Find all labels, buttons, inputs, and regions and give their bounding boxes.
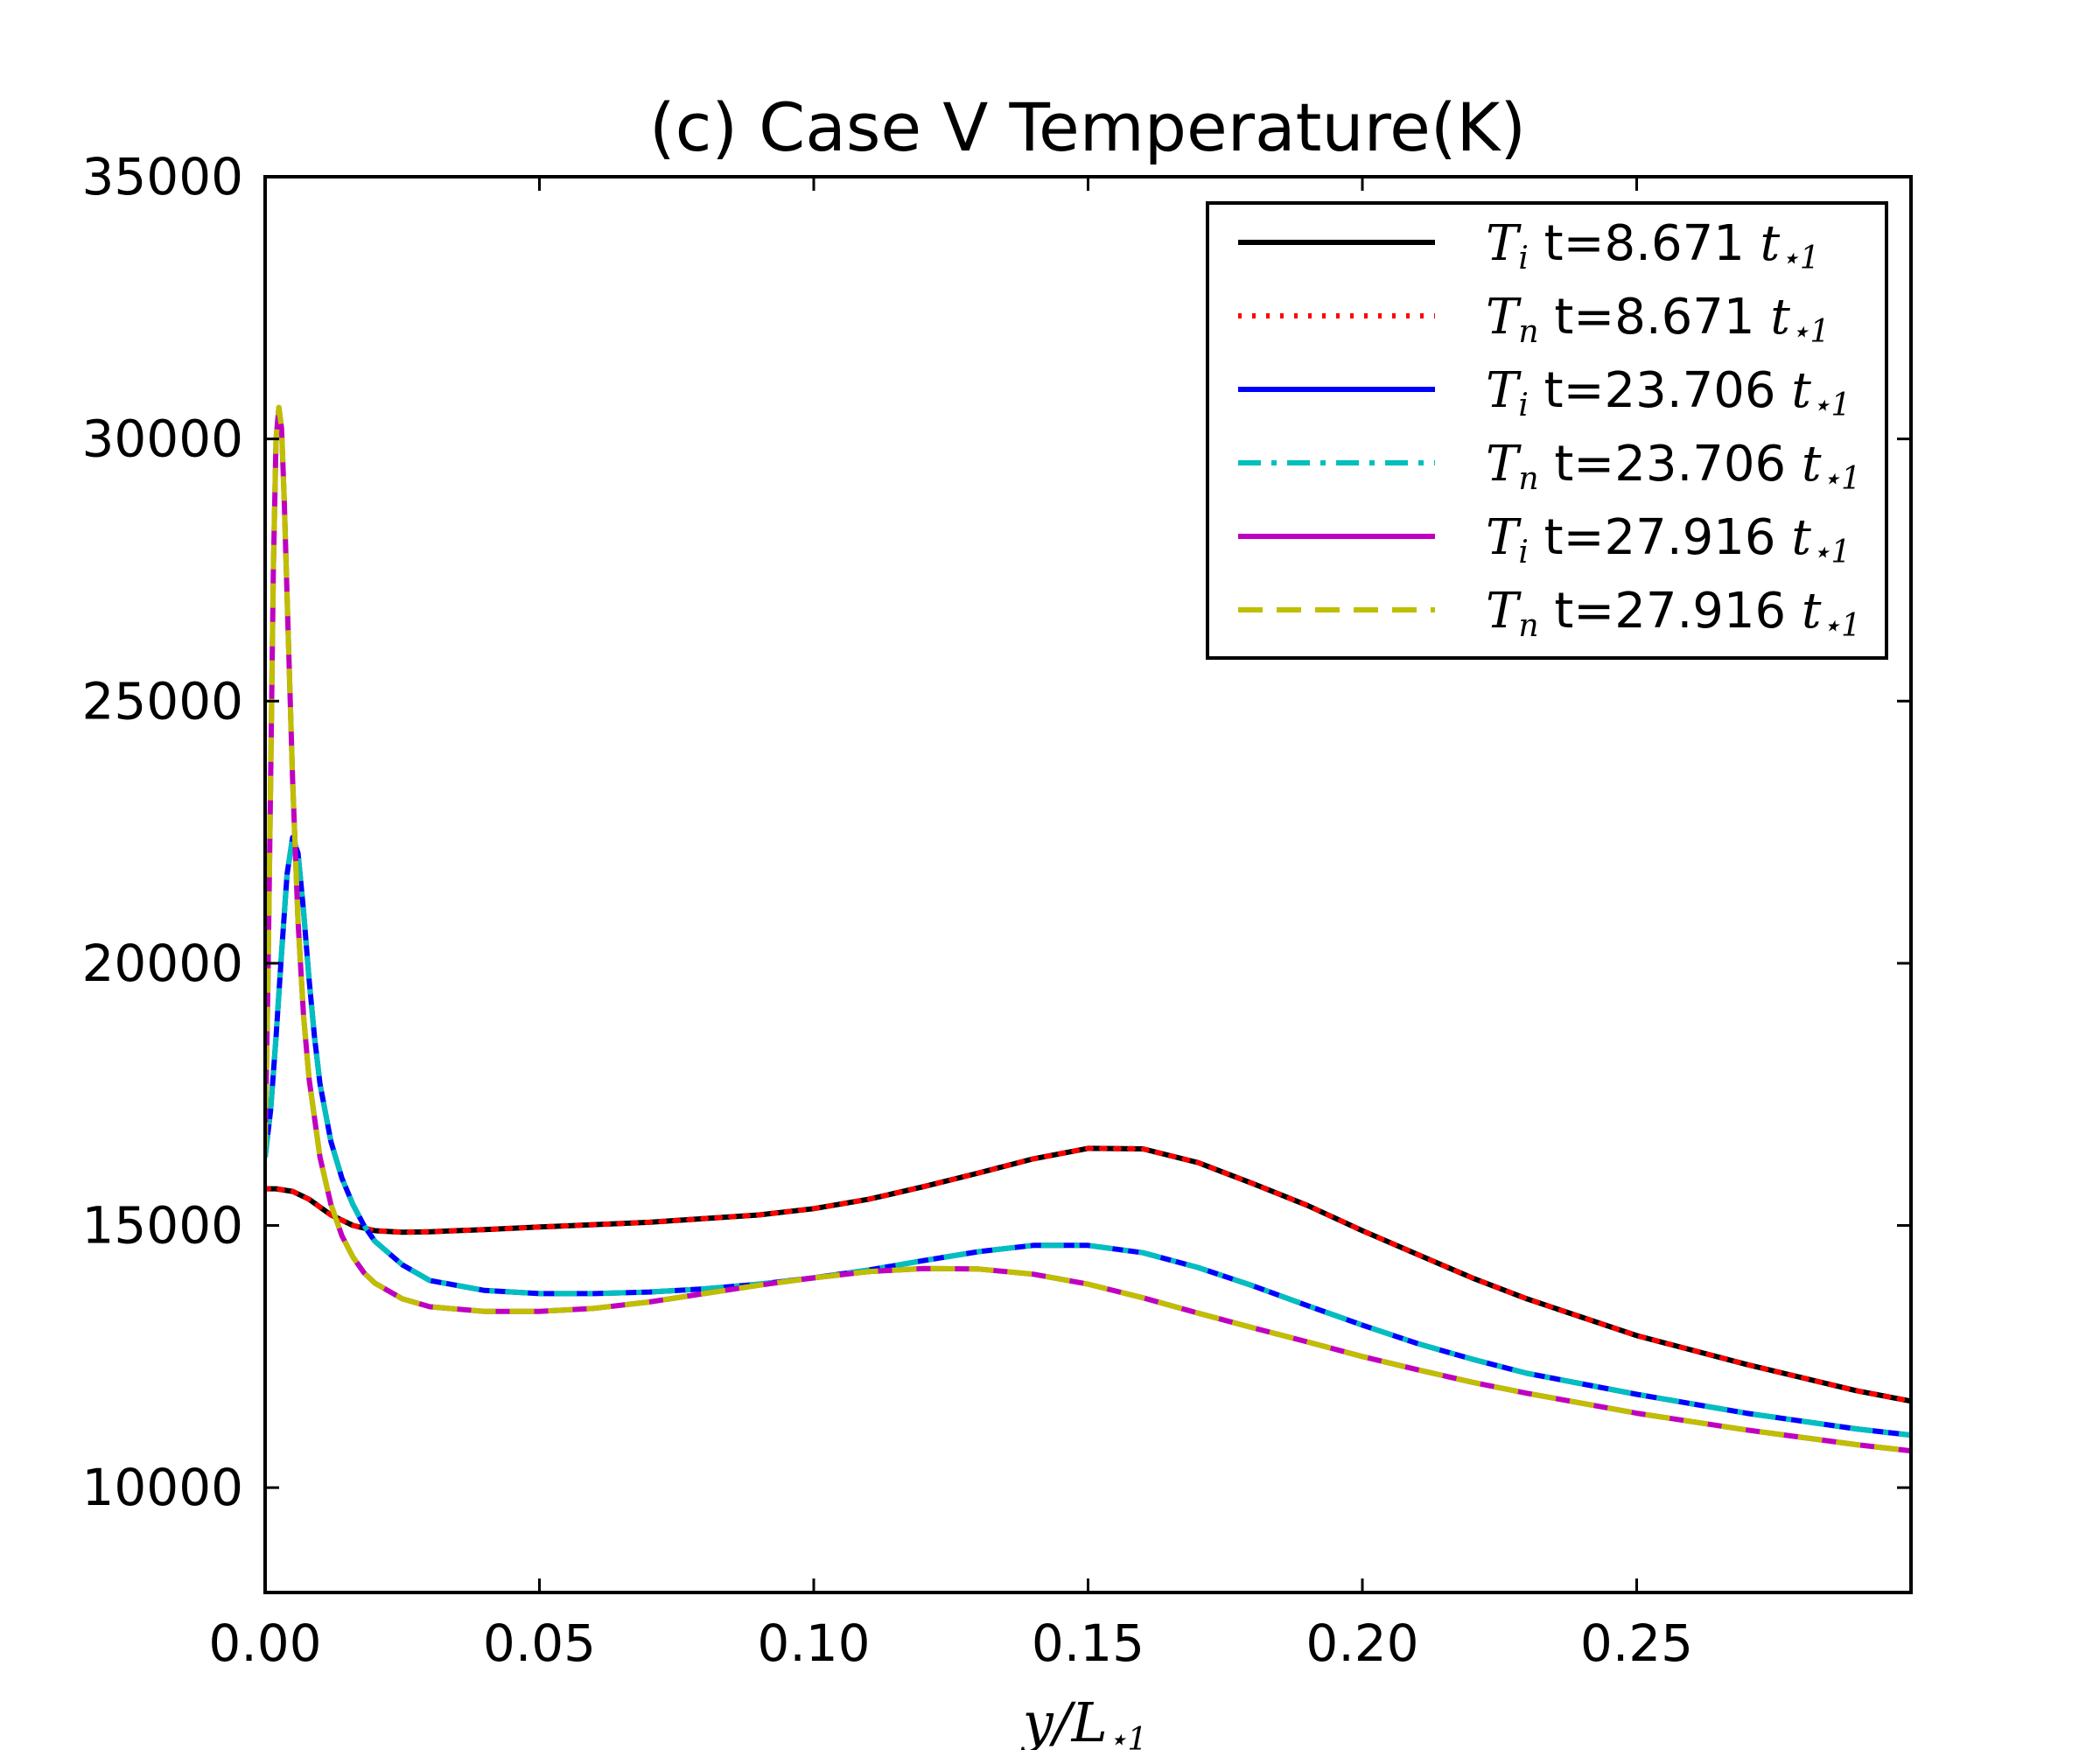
- y-tick-label: 35000: [81, 147, 243, 206]
- chart-title: (c) Case V Temperature(K): [649, 88, 1526, 166]
- legend-label-4: Tn t=23.706 t⋆1: [1486, 436, 1861, 497]
- series-line-6: [265, 404, 1911, 1454]
- series-line-2: [265, 1145, 1911, 1404]
- x-axis-label-main: y/L: [1020, 1690, 1108, 1750]
- legend: Ti t=8.671 t⋆1 Tn t=8.671 t⋆1 Ti t=23.706 …: [1206, 201, 1888, 660]
- x-tick-label: 0.15: [1032, 1614, 1144, 1673]
- y-tick-label: 20000: [81, 934, 243, 993]
- legend-label-5: Ti t=27.916 t⋆1: [1486, 509, 1851, 570]
- series-line-1: [265, 1145, 1911, 1404]
- y-tick-label: 10000: [81, 1458, 243, 1517]
- series-line-4: [265, 835, 1911, 1438]
- legend-label-2: Tn t=8.671 t⋆1: [1486, 289, 1830, 350]
- x-tick-label: 0.25: [1580, 1614, 1693, 1673]
- series-line-3: [265, 835, 1911, 1438]
- x-axis-label: y/L⋆1: [1020, 1690, 1148, 1750]
- legend-box: [1206, 201, 1888, 660]
- y-tick-label: 30000: [81, 410, 243, 469]
- y-tick-label: 15000: [81, 1196, 243, 1256]
- legend-label-3: Ti t=23.706 t⋆1: [1486, 362, 1851, 424]
- x-tick-label: 0.10: [757, 1614, 870, 1673]
- x-tick-label: 0.20: [1306, 1614, 1418, 1673]
- x-tick-label: 0.00: [208, 1614, 321, 1673]
- axis-ticks: 0.00 0.05 0.10 0.15 0.20 0.25 10000 15000 20000 2…: [81, 147, 1911, 1673]
- y-tick-label: 25000: [81, 671, 243, 731]
- series-layer: [265, 404, 1911, 1454]
- x-axis-label-subscript: ⋆1: [1108, 1722, 1147, 1750]
- legend-label-6: Tn t=27.916 t⋆1: [1486, 583, 1861, 644]
- legend-label-1: Ti t=8.671 t⋆1: [1486, 215, 1820, 276]
- x-tick-label: 0.05: [483, 1614, 596, 1673]
